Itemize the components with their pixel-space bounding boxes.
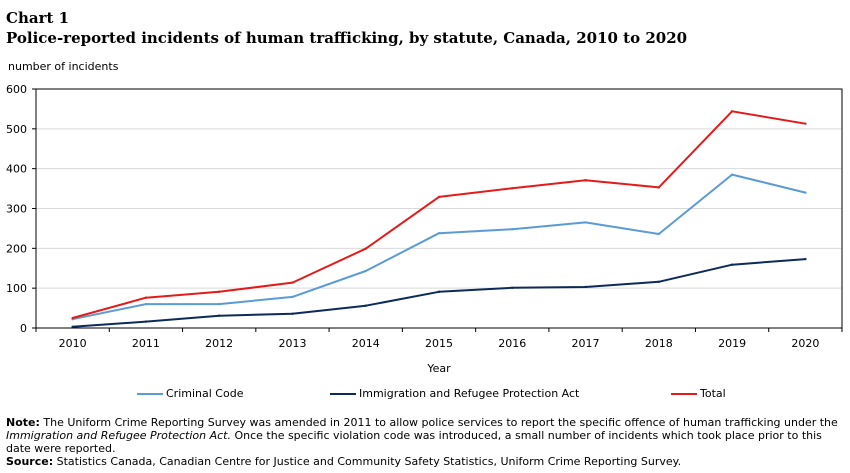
x-tick-label: 2018 (645, 337, 673, 350)
data-point-1 (730, 263, 734, 266)
data-point-2 (511, 186, 514, 190)
data-point-1 (71, 325, 74, 329)
data-point-0 (217, 302, 221, 306)
data-point-2 (657, 186, 661, 189)
legend-swatch-irpa (330, 392, 356, 395)
data-point-1 (584, 285, 587, 289)
legend-item-total: Total (671, 387, 726, 400)
legend: Criminal Code Immigration and Refugee Pr… (0, 387, 850, 405)
chart-source: Source: Statistics Canada, Canadian Cent… (6, 455, 844, 468)
y-tick-label: 100 (6, 282, 27, 295)
note-text-italic: Immigration and Refugee Protection Act. (6, 429, 231, 442)
x-tick-label: 2010 (59, 337, 87, 350)
data-point-2 (584, 179, 587, 182)
x-tick-label: 2012 (205, 337, 233, 350)
legend-swatch-criminal-code (137, 392, 163, 395)
y-axis-label: number of incidents (8, 60, 119, 73)
x-tick-label: 2013 (278, 337, 306, 350)
x-tick-label: 2014 (352, 337, 380, 350)
legend-item-criminal-code: Criminal Code (137, 387, 243, 400)
x-tick-label: 2020 (791, 337, 819, 350)
legend-label-criminal-code: Criminal Code (166, 387, 244, 400)
x-axis-title: Year (426, 362, 451, 375)
legend-label-total: Total (700, 387, 726, 400)
data-point-1 (364, 304, 367, 307)
data-point-0 (511, 228, 514, 231)
data-point-2 (291, 281, 294, 284)
data-point-1 (217, 314, 221, 317)
data-point-2 (730, 110, 734, 113)
x-tick-label: 2019 (718, 337, 746, 350)
data-point-0 (584, 221, 587, 224)
x-tick-label: 2017 (572, 337, 600, 350)
data-point-2 (144, 296, 148, 299)
y-tick-label: 200 (6, 242, 27, 255)
y-tick-label: 300 (6, 203, 27, 216)
note-label: Note: (6, 416, 40, 429)
x-tick-label: 2016 (498, 337, 526, 350)
y-tick-label: 0 (20, 322, 27, 335)
legend-swatch-total (671, 392, 697, 395)
plot-border (35, 88, 843, 329)
chart-title: Police-reported incidents of human traff… (6, 29, 688, 47)
data-point-2 (217, 290, 221, 293)
chart-number: Chart 1 (6, 9, 70, 27)
y-tick-label: 400 (6, 163, 27, 176)
data-point-2 (437, 195, 441, 199)
data-point-0 (144, 302, 148, 306)
source-text: Statistics Canada, Canadian Centre for J… (53, 455, 682, 468)
line-chart: 0 100 200 300 400 500 600 2010 2011 2012 2013 2014 2… (6, 83, 843, 375)
data-point-0 (657, 232, 661, 236)
data-point-2 (804, 122, 807, 125)
data-point-1 (804, 257, 807, 261)
data-point-1 (144, 320, 148, 323)
data-point-1 (437, 290, 441, 293)
legend-item-irpa: Immigration and Refugee Protection Act (330, 387, 579, 400)
data-point-2 (71, 316, 74, 320)
data-point-0 (437, 231, 441, 235)
data-point-1 (291, 312, 294, 315)
y-tick-label: 500 (6, 123, 27, 136)
legend-label-irpa: Immigration and Refugee Protection Act (359, 387, 580, 400)
y-tick-label: 600 (6, 83, 27, 96)
data-point-0 (291, 295, 294, 299)
data-point-1 (657, 280, 661, 283)
data-point-0 (804, 191, 807, 194)
chart-note: Note: The Uniform Crime Reporting Survey… (6, 416, 844, 455)
source-label: Source: (6, 455, 54, 468)
note-text-1: The Uniform Crime Reporting Survey was a… (39, 416, 838, 429)
data-point-1 (511, 286, 514, 289)
data-point-0 (730, 173, 734, 176)
x-tick-label: 2011 (132, 337, 160, 350)
series-line-2 (72, 110, 806, 319)
note-text-2: Once the specific violation code was int… (6, 429, 822, 455)
data-point-0 (364, 269, 367, 273)
data-point-2 (364, 247, 367, 250)
x-tick-label: 2015 (425, 337, 453, 350)
